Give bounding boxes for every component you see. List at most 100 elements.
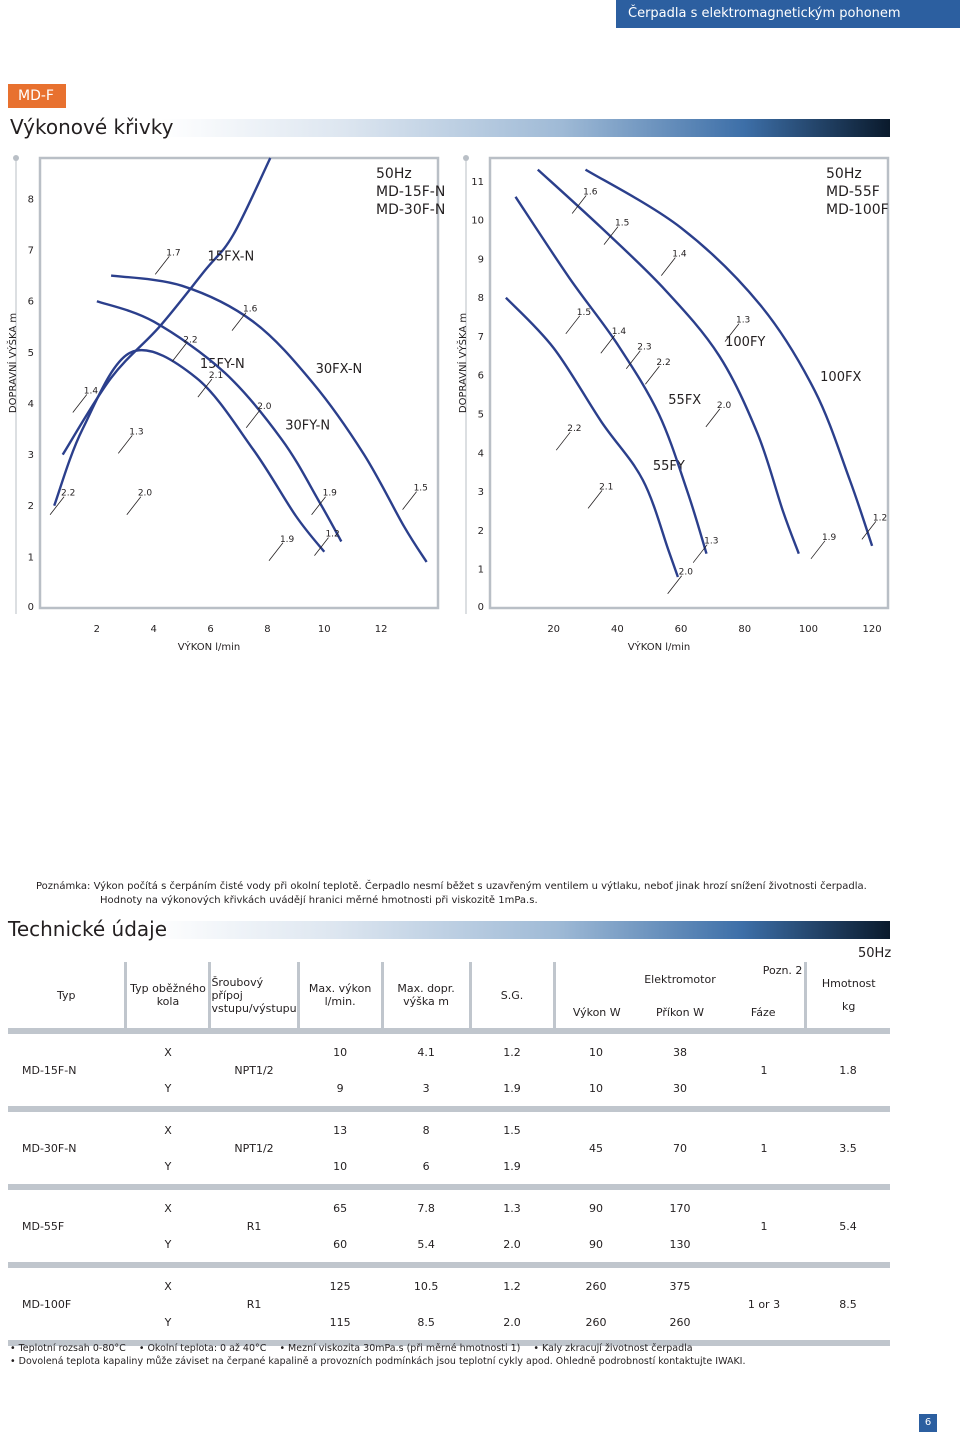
y-tick-label: 2 <box>478 526 484 537</box>
impeller-cell: X <box>164 1123 172 1137</box>
x-tick-label: 12 <box>375 624 388 635</box>
output-cell: 260 <box>585 1279 607 1293</box>
flow-cell: 125 <box>329 1279 351 1293</box>
viscosity-tick <box>314 537 329 556</box>
header-weight: Hmotnost kg <box>804 962 890 1028</box>
viscosity-label: 1.5 <box>414 484 428 494</box>
viscosity-tick <box>197 378 213 398</box>
viscosity-label: 2.0 <box>679 568 694 578</box>
impeller-cell: Y <box>164 1159 172 1173</box>
header-phase: Fáze <box>721 996 806 1028</box>
viscosity-tick <box>660 257 676 276</box>
weight-cell: 8.5 <box>839 1297 857 1311</box>
sg-cell: 1.9 <box>503 1081 521 1095</box>
curve-label: 100FX <box>820 370 861 385</box>
phase-cell: 1 or 3 <box>747 1297 781 1311</box>
note-label: Poznámka: <box>36 881 91 892</box>
model-cell: MD-100F <box>22 1297 72 1311</box>
header-max-head: Max. dopr. výška m <box>382 962 472 1028</box>
table-row: Y 9 3 1.9 10 30 <box>8 1070 890 1106</box>
row-separator <box>8 1184 890 1190</box>
section-title-curves: Výkonové křivky <box>10 115 174 139</box>
curve-55fy <box>505 296 680 578</box>
sg-cell: 1.5 <box>503 1123 521 1137</box>
y-tick-label: 4 <box>28 399 34 410</box>
model-cell: MD-30F-N <box>22 1141 77 1155</box>
output-cell: 45 <box>589 1141 604 1155</box>
viscosity-tick <box>571 195 587 214</box>
note-line-1: Výkon počítá s čerpáním čisté vody při o… <box>93 881 867 892</box>
x-tick-label: 40 <box>611 624 624 635</box>
model-cell: MD-55F <box>22 1219 65 1233</box>
input-cell: 38 <box>672 1045 687 1059</box>
viscosity-label: 2.2 <box>656 358 670 368</box>
head-cell: 8.5 <box>417 1315 435 1329</box>
footnote-ambient: • Okolní teplota: 0 až 40°C <box>138 1343 267 1354</box>
y-tick-label: 4 <box>478 448 484 459</box>
sg-cell: 1.9 <box>503 1159 521 1173</box>
viscosity-tick <box>603 226 619 245</box>
viscosity-label: 1.9 <box>822 533 837 543</box>
x-axis-label: VÝKON l/min <box>628 640 691 653</box>
impeller-cell: X <box>164 1045 172 1059</box>
curve-label: 100FY <box>725 335 765 350</box>
viscosity-tick <box>587 490 603 509</box>
flow-cell: 10 <box>333 1045 348 1059</box>
viscosity-tick <box>126 496 142 515</box>
curve-15fx-n <box>61 157 272 456</box>
phase-cell: 1 <box>760 1219 768 1233</box>
note-line-2: Hodnoty na výkonových křivkách uvádějí h… <box>100 895 538 906</box>
viscosity-tick <box>154 256 170 275</box>
chart-title-line: MD-55F <box>826 184 880 200</box>
y-tick-label: 2 <box>28 501 34 512</box>
row-separator <box>8 1262 890 1268</box>
chart-title-line: MD-30F-N <box>376 202 445 218</box>
header-weight-unit: kg <box>842 1000 856 1013</box>
input-cell: 130 <box>669 1237 691 1251</box>
y-tick-label: 8 <box>478 293 484 304</box>
y-tick-label: 6 <box>28 297 34 308</box>
viscosity-tick <box>245 409 261 429</box>
viscosity-label: 2.2 <box>61 489 75 499</box>
y-tick-label: 3 <box>478 487 484 498</box>
viscosity-tick <box>402 491 417 510</box>
output-cell: 10 <box>589 1045 604 1059</box>
viscosity-label: 2.1 <box>599 482 613 492</box>
output-cell: 10 <box>589 1081 604 1095</box>
x-tick-label: 10 <box>318 624 331 635</box>
impeller-cell: Y <box>164 1315 172 1329</box>
viscosity-label: 2.0 <box>717 401 732 411</box>
viscosity-tick <box>72 394 88 413</box>
x-tick-label: 2 <box>94 624 100 635</box>
viscosity-label: 2.0 <box>138 489 153 499</box>
viscosity-label: 1.9 <box>280 535 295 545</box>
curve-100fx <box>584 168 874 547</box>
x-tick-label: 6 <box>207 624 213 635</box>
viscosity-tick <box>667 575 682 594</box>
spec-frequency: 50Hz <box>858 946 892 961</box>
header-typ: Typ <box>8 962 128 1028</box>
viscosity-label: 2.3 <box>637 343 651 353</box>
chart-title-line: MD-15F-N <box>376 184 445 200</box>
head-cell: 5.4 <box>417 1237 435 1251</box>
viscosity-label: 2.0 <box>257 402 272 412</box>
viscosity-label: 2.2 <box>567 424 581 434</box>
viscosity-label: 1.4 <box>612 327 627 337</box>
curve-15fy-n <box>53 349 326 553</box>
note-block: Poznámka: Výkon počítá s čerpáním čisté … <box>36 880 867 908</box>
head-cell: 6 <box>422 1159 430 1173</box>
x-tick-label: 60 <box>675 624 688 635</box>
specs-band <box>150 921 890 939</box>
viscosity-tick <box>231 312 247 331</box>
viscosity-tick <box>49 496 65 515</box>
x-tick-label: 20 <box>547 624 560 635</box>
weight-cell: 5.4 <box>839 1219 857 1233</box>
head-cell: 4.1 <box>417 1045 435 1059</box>
header-output: Výkon W <box>554 996 638 1028</box>
impeller-cell: X <box>164 1279 172 1293</box>
flow-cell: 65 <box>333 1201 348 1215</box>
viscosity-label: 1.7 <box>166 248 180 258</box>
x-tick-label: 4 <box>151 624 157 635</box>
chart-title-line: 50Hz <box>826 166 862 182</box>
viscosity-tick <box>555 431 571 451</box>
